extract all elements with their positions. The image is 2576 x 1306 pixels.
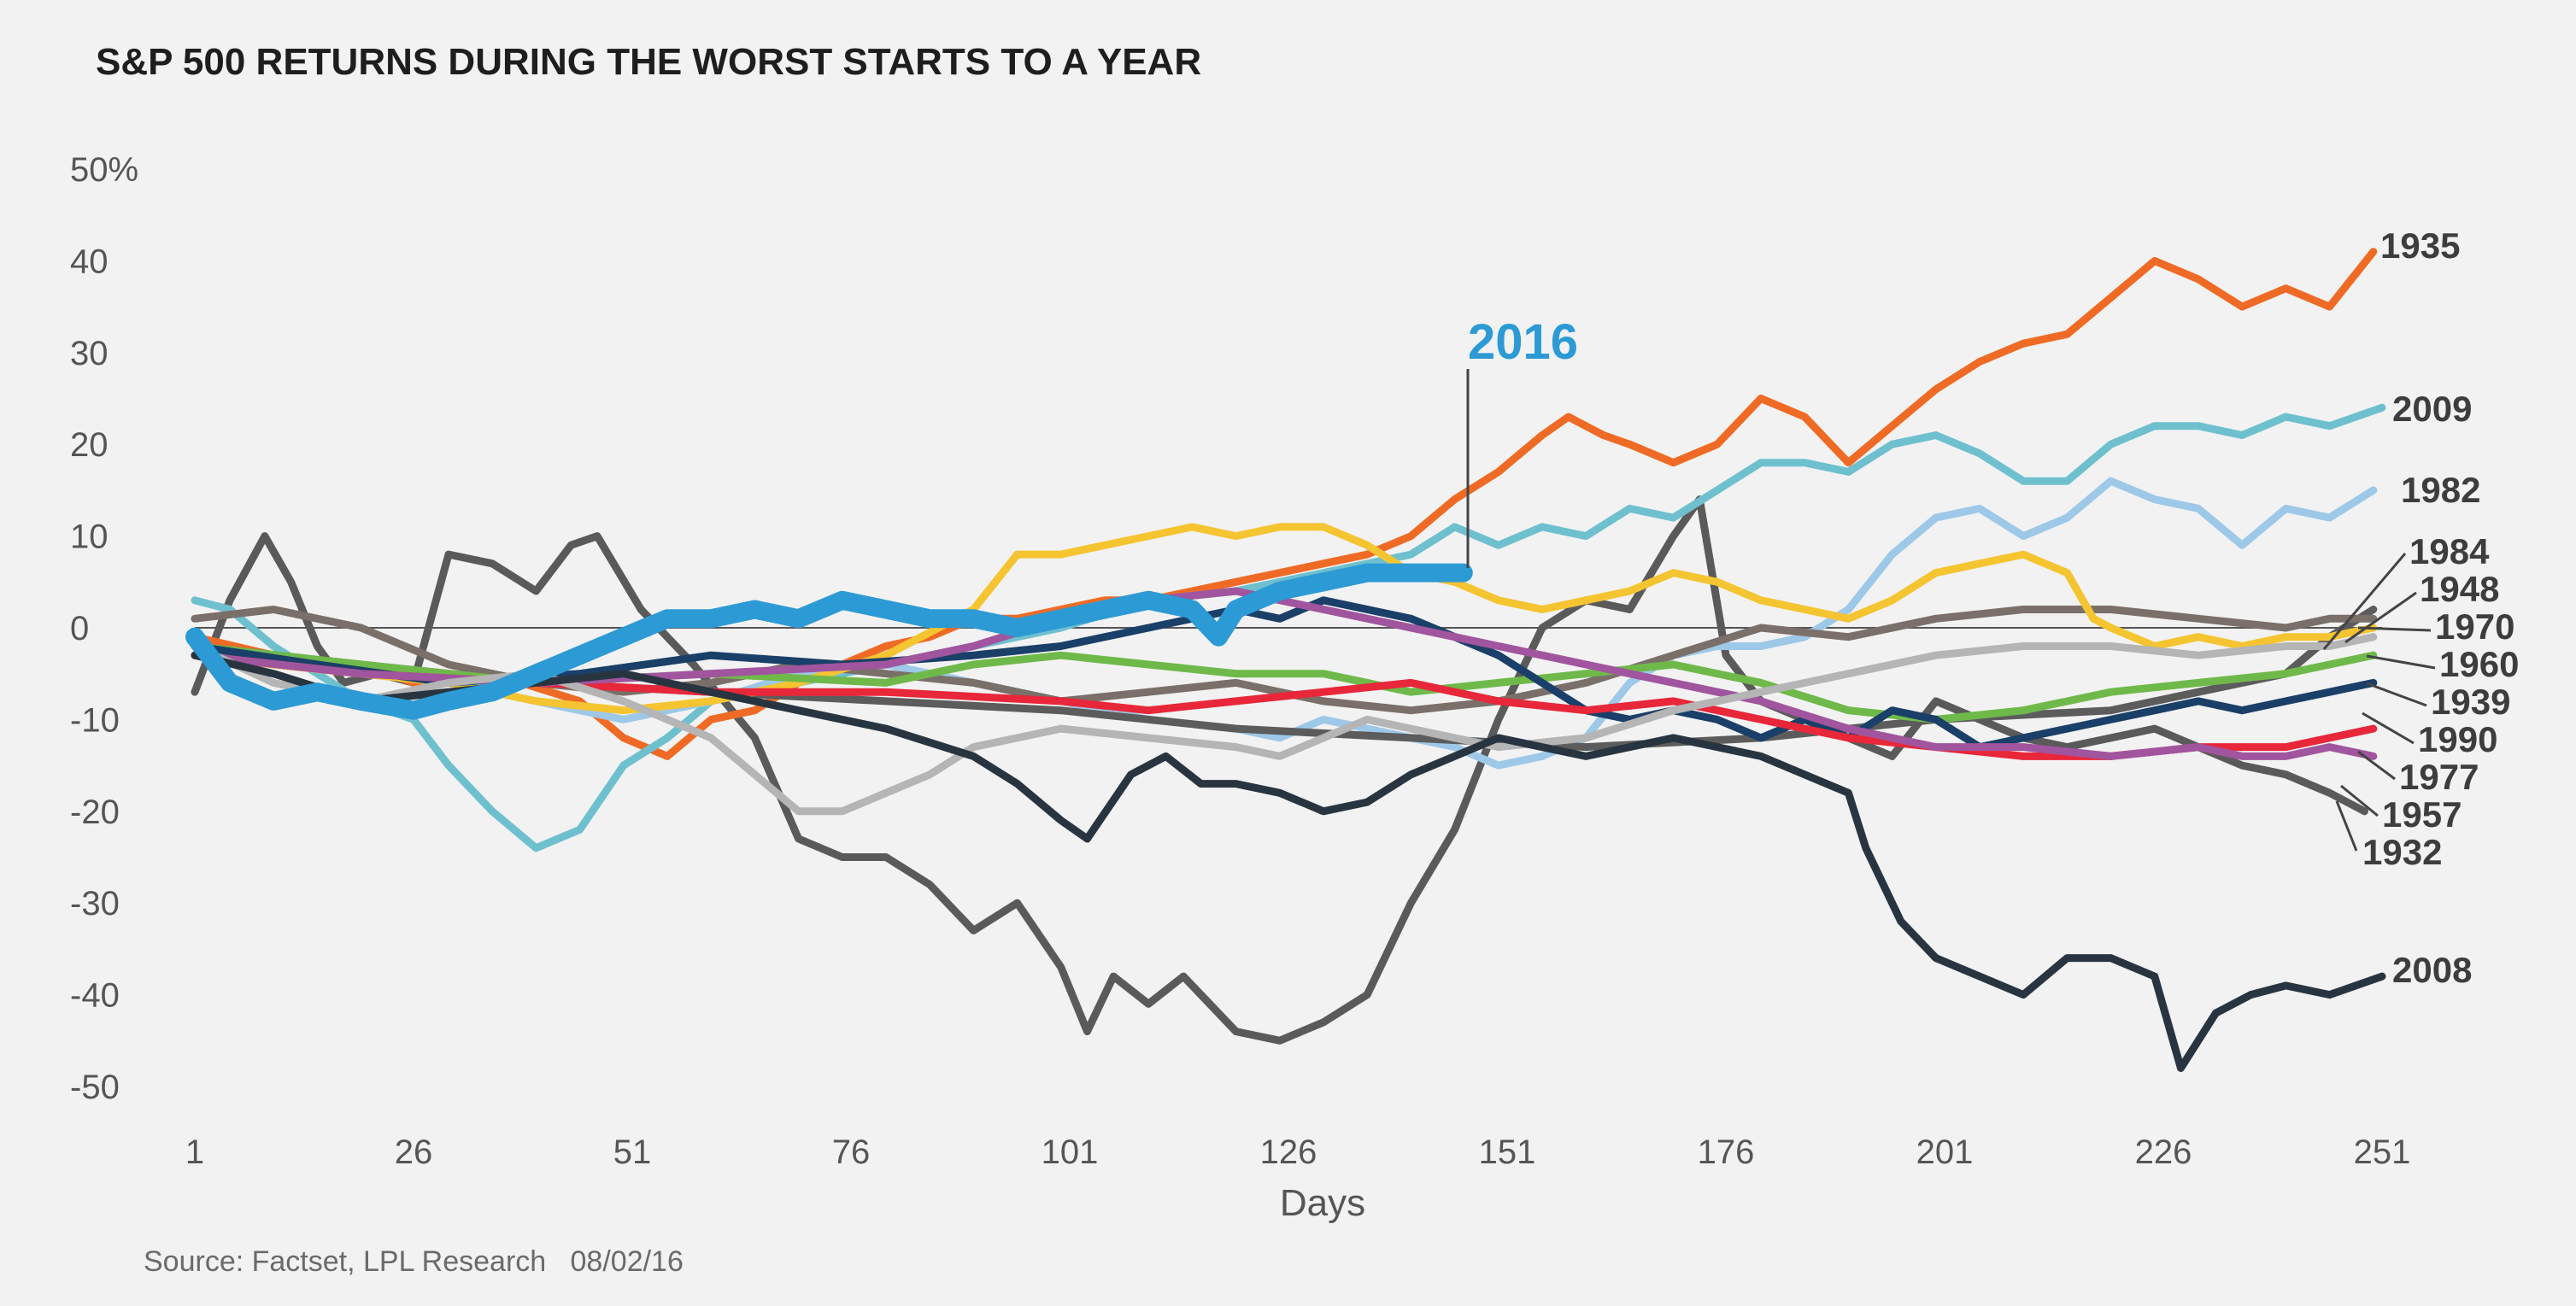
series-label-1977: 1977 (2399, 757, 2479, 797)
series-line-1935 (191, 248, 2378, 760)
y-tick-label: 40 (70, 243, 109, 280)
series-label-2008: 2008 (2392, 950, 2472, 990)
series-label-1990: 1990 (2418, 719, 2497, 759)
leader-line-1939 (2366, 682, 2427, 707)
x-tick-label: 51 (613, 1133, 652, 1171)
x-tick-label: 1 (185, 1133, 204, 1171)
x-tick-label: 76 (832, 1133, 871, 1171)
series-line-1957 (191, 633, 2378, 816)
x-tick-label: 226 (2135, 1133, 2192, 1171)
series-line-1960 (191, 642, 2378, 723)
series-label-1948: 1948 (2420, 569, 2499, 609)
x-axis-label: Days (1280, 1182, 1365, 1224)
label-leader-lines (1466, 369, 2436, 852)
leader-line-1957 (2340, 784, 2379, 817)
x-tick-label: 101 (1042, 1133, 1099, 1171)
x-tick-label: 176 (1698, 1133, 1755, 1171)
y-tick-label: -50 (70, 1069, 120, 1106)
series-lines (185, 248, 2386, 1072)
leader-line-1990 (2362, 712, 2415, 745)
series-line-1939 (191, 596, 2378, 752)
chart-title: S&P 500 RETURNS DURING THE WORST STARTS … (96, 41, 1202, 83)
leader-line-1970 (2357, 626, 2432, 632)
series-label-1960: 1960 (2439, 644, 2519, 684)
leader-line-1984 (2322, 553, 2407, 650)
series-label-2009: 2009 (2392, 389, 2472, 429)
y-tick-label: -40 (70, 977, 120, 1015)
series-label-1982: 1982 (2401, 470, 2480, 510)
series-line-2008 (191, 651, 2386, 1072)
x-tick-label: 26 (395, 1133, 433, 1171)
series-label-1935: 1935 (2380, 225, 2460, 266)
series-label-1939: 1939 (2431, 682, 2510, 722)
y-tick-label: 30 (70, 335, 109, 372)
series-line-1977 (191, 587, 2378, 760)
source-note: Source: Factset, LPL Research 08/02/16 (144, 1245, 684, 1278)
series-label-1970: 1970 (2435, 606, 2514, 647)
x-tick-label: 126 (1260, 1133, 1317, 1171)
series-label-1984: 1984 (2409, 531, 2490, 571)
y-axis-ticks: 50% 40 30 20 10 0 -10 -20 -30 -40 -50 (70, 151, 138, 1106)
series-label-1932: 1932 (2362, 832, 2442, 872)
series-label-2016: 2016 (1468, 314, 1578, 370)
leader-line-1932 (2335, 800, 2358, 852)
x-axis-ticks: 1 26 51 76 101 126 151 176 201 226 251 (185, 1133, 2411, 1171)
series-line-2016 (185, 563, 1473, 720)
leader-line-1948 (2344, 591, 2417, 644)
y-tick-label: -20 (70, 794, 120, 831)
leader-line-1960 (2366, 654, 2436, 670)
series-line-1970 (191, 523, 2378, 715)
y-tick-label: -10 (70, 701, 120, 739)
y-tick-label: -30 (70, 885, 120, 922)
series-labels: 2016 1935 2009 1982 198419481970196019391990… (1468, 225, 2519, 990)
x-tick-label: 251 (2354, 1133, 2411, 1171)
series-label-1957: 1957 (2382, 794, 2462, 835)
series-line-2009 (191, 403, 2386, 852)
y-tick-label: 10 (70, 518, 109, 556)
x-tick-label: 201 (1916, 1133, 1974, 1171)
y-tick-label: 20 (70, 426, 109, 464)
y-tick-label: 0 (70, 610, 89, 647)
x-tick-label: 151 (1479, 1133, 1536, 1171)
leader-line-1977 (2357, 750, 2396, 781)
y-tick-label: 50% (70, 151, 138, 189)
